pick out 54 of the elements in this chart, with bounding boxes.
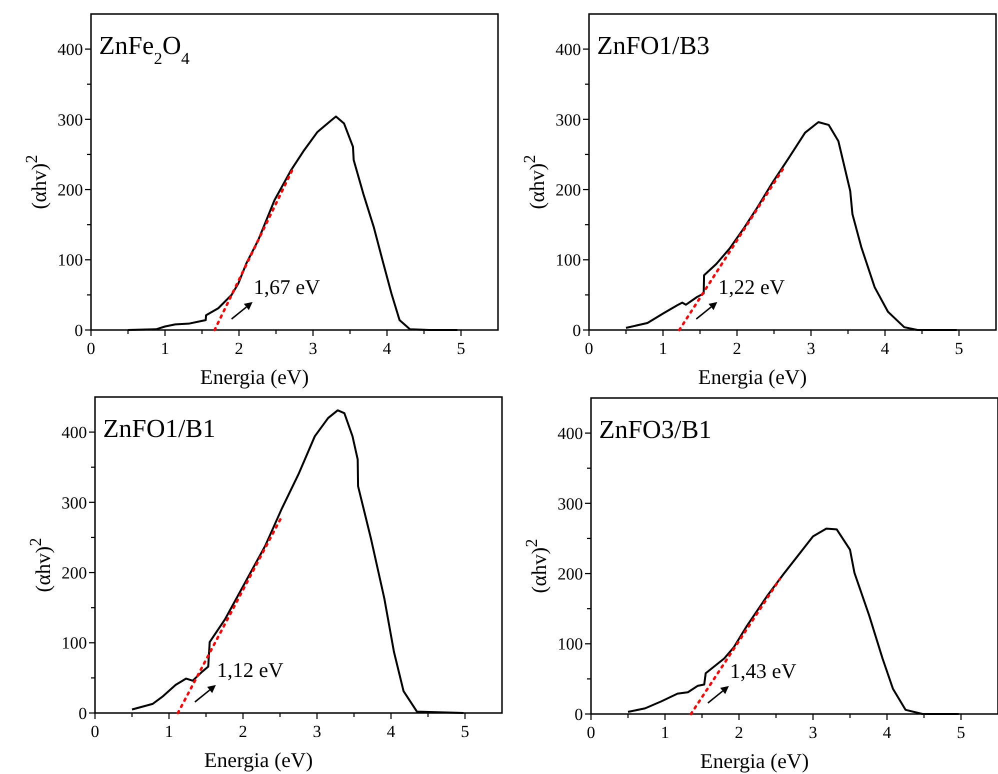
y-tick-label: 200 [62,564,87,583]
x-tick-label: 5 [954,339,964,358]
x-axis-title: Energia (eV) [200,365,309,389]
x-tick-label: 0 [90,722,100,741]
text: ZnFO1/B1 [103,414,216,443]
y-tick-label: 100 [558,634,583,654]
x-axis-title: Energia (eV) [698,365,807,389]
x-tick-label: 4 [882,723,892,742]
y-tick-label: 300 [58,110,83,130]
x-tick-label: 2 [734,723,744,742]
y-tick-label: 100 [58,250,83,270]
x-tick-label: 1 [658,339,668,358]
x-tick-label: 4 [382,339,392,358]
x-axis-title: Energia (eV) [700,749,809,773]
annotation: 1,22 eV [718,275,785,299]
x-axis-title: Energia (eV) [204,748,313,772]
y-tick-label: 300 [556,110,581,130]
y-tick-label: 400 [556,40,581,60]
x-tick-label: 1 [160,339,170,358]
x-tick-label: 1 [164,722,174,741]
x-tick-label: 2 [238,722,248,741]
y-tick-label: 300 [558,494,583,514]
y-tick-label: 0 [574,704,583,724]
x-tick-label: 4 [880,339,890,358]
x-tick-label: 3 [806,339,816,358]
x-tick-label: 5 [456,339,466,358]
text: ZnFO3/B1 [599,415,712,444]
x-tick-label: 5 [460,722,470,741]
x-tick-label: 3 [308,339,318,358]
annotation: 1,67 eV [254,275,320,299]
x-tick-label: 1 [660,723,670,742]
x-tick-label: 3 [312,722,322,741]
text: ZnFO1/B3 [597,31,710,60]
x-tick-label: 2 [234,339,244,358]
y-tick-label: 400 [58,40,83,60]
y-tick-label: 100 [62,634,87,653]
y-tick-label: 200 [556,180,581,200]
y-tick-label: 0 [78,704,87,723]
x-tick-label: 0 [586,723,596,742]
annotation: 1,12 eV [216,658,284,682]
y-tick-label: 0 [74,320,83,340]
annotation: 1,43 eV [730,659,796,683]
x-tick-label: 5 [956,723,966,742]
x-tick-label: 4 [386,722,396,741]
y-tick-label: 400 [558,424,583,444]
y-tick-label: 200 [58,180,83,200]
x-tick-label: 2 [732,339,742,358]
y-tick-label: 300 [62,493,87,512]
x-tick-label: 3 [808,723,818,742]
y-tick-label: 100 [556,250,581,270]
y-tick-label: 400 [62,423,87,442]
y-tick-label: 200 [558,564,583,584]
text: ZnFe$_{2}$O$_{4}$ [99,31,190,68]
y-tick-label: 0 [572,320,581,340]
